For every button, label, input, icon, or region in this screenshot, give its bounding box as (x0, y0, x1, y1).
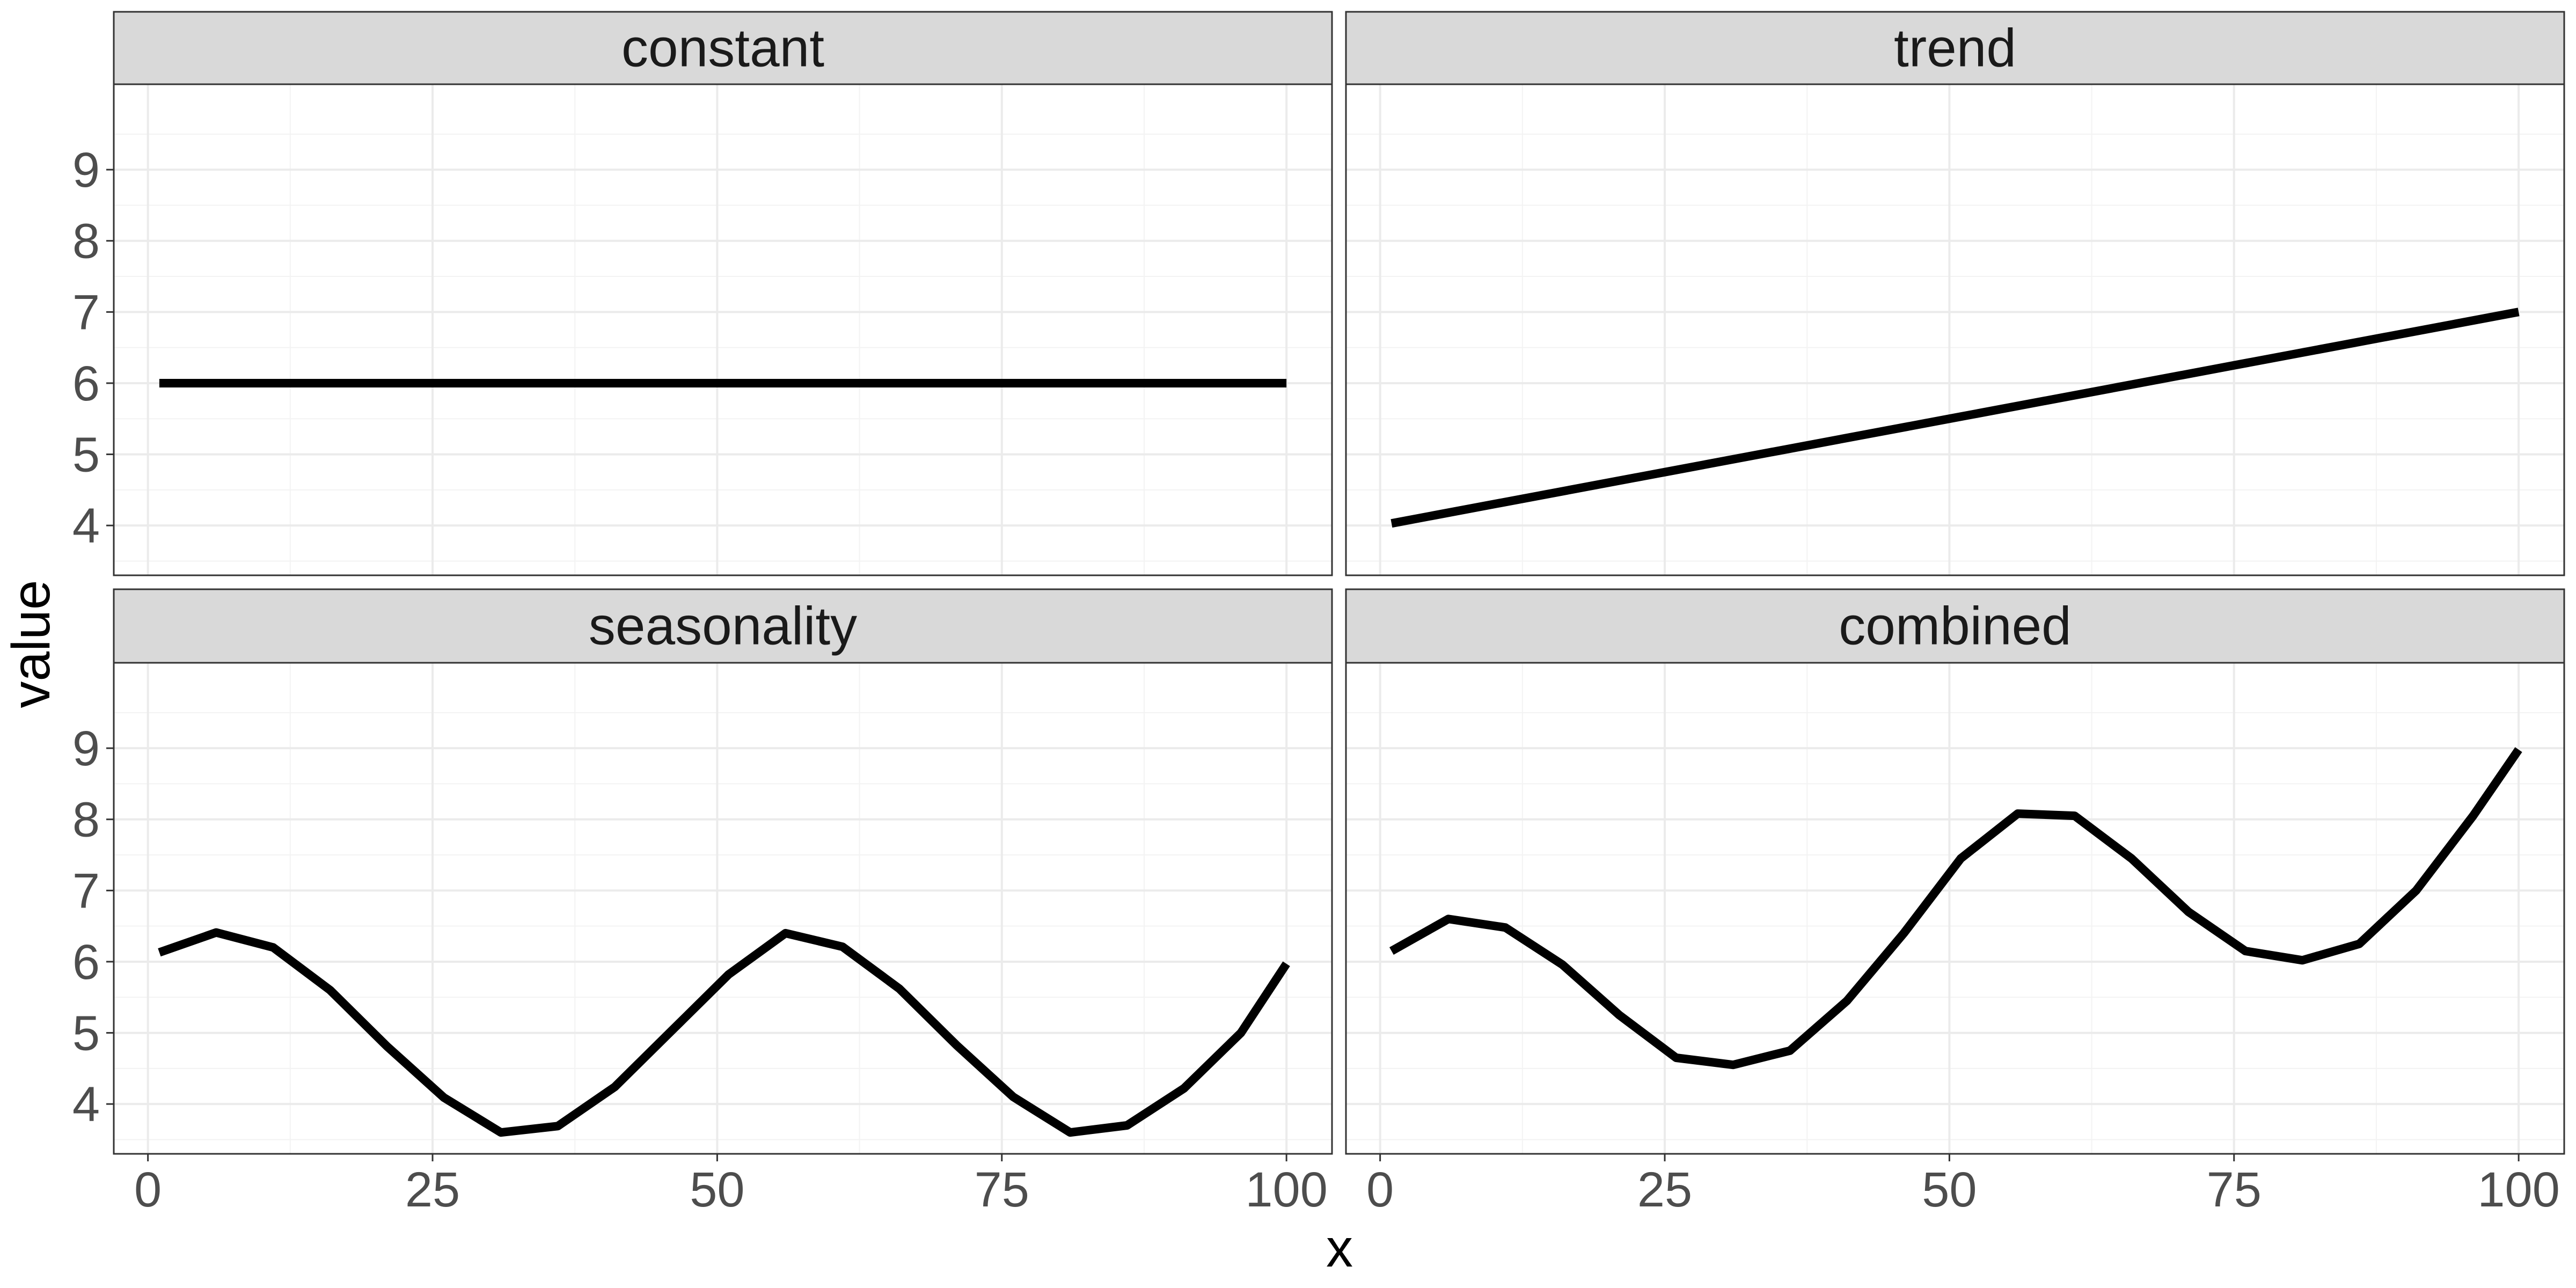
x-tick-label: 25 (405, 1162, 460, 1217)
y-tick-label: 8 (72, 793, 100, 847)
x-axis-title: x (1326, 1218, 1353, 1278)
facet-panel-trend: trend (1345, 11, 2565, 576)
y-tick-label: 4 (72, 499, 100, 553)
x-tick-label: 75 (2207, 1162, 2262, 1217)
y-tick-label: 6 (72, 356, 100, 411)
panel-background (1345, 662, 2565, 1155)
y-tick-label: 4 (72, 1077, 100, 1132)
facet-strip (113, 11, 1333, 85)
y-tick-label: 5 (72, 1006, 100, 1061)
facet-panel-seasonality: seasonality (113, 588, 1333, 1155)
y-tick-label: 7 (72, 863, 100, 918)
y-axis-title: value (1, 580, 61, 708)
x-tick-label: 50 (1922, 1162, 1977, 1217)
x-tick-label: 0 (134, 1162, 162, 1217)
y-tick-label: 6 (72, 935, 100, 990)
series-line-combined (1389, 747, 2522, 1070)
panel-background (113, 83, 1333, 576)
y-tick-label: 8 (72, 214, 100, 269)
panel-border (113, 662, 1333, 1155)
facet-strip-label: seasonality (589, 596, 857, 656)
panel-border (1345, 662, 2565, 1155)
y-tick-label: 5 (72, 428, 100, 482)
panel-border (1345, 83, 2565, 576)
facet-strip (1345, 588, 2565, 664)
x-tick-label: 50 (690, 1162, 744, 1217)
y-tick-label: 9 (72, 721, 100, 776)
y-tick-label: 7 (72, 285, 100, 340)
y-tick-label: 9 (72, 143, 100, 197)
panel-background (113, 662, 1333, 1155)
series-line-trend (1391, 308, 2520, 528)
facet-strip (113, 588, 1333, 664)
gridlines (114, 663, 1332, 1154)
facet-strip-label: trend (1894, 18, 2016, 78)
x-tick-label: 25 (1637, 1162, 1692, 1217)
series-line-seasonality (158, 928, 1290, 1137)
gridlines (1346, 84, 2564, 575)
facet-panel-constant: constant (113, 11, 1333, 576)
facet-strip-label: constant (621, 18, 824, 78)
x-tick-label: 100 (1245, 1162, 1328, 1217)
x-tick-label: 0 (1366, 1162, 1394, 1217)
facet-panel-combined: combined (1345, 588, 2565, 1155)
x-tick-label: 75 (975, 1162, 1029, 1217)
x-tick-label: 100 (2477, 1162, 2560, 1217)
facet-strip-label: combined (1839, 596, 2072, 656)
panel-border (113, 83, 1333, 576)
gridlines (1346, 663, 2564, 1154)
facet-strip (1345, 11, 2565, 85)
